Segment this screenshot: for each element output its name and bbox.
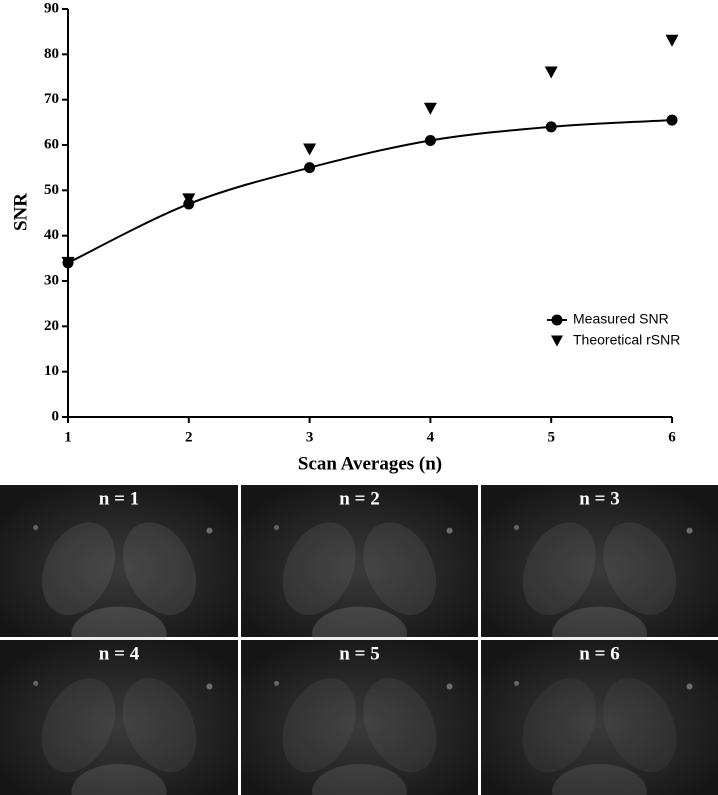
mri-structure [446, 527, 453, 534]
panel-label: n = 4 [99, 643, 140, 664]
y-tick-label: 70 [44, 91, 59, 107]
point [61, 256, 75, 269]
y-tick-label: 60 [44, 136, 59, 152]
point [182, 193, 196, 206]
mri-structure [122, 678, 197, 773]
x-tick-label: 3 [306, 429, 314, 445]
mri-structure [33, 525, 39, 531]
mri-structure [603, 678, 677, 773]
legend-label: Theoretical rSNR [573, 332, 680, 348]
mri-structure [282, 678, 356, 773]
mri-structure [206, 683, 213, 690]
point [544, 66, 558, 79]
mri-structure [41, 678, 116, 773]
y-tick-label: 90 [44, 0, 59, 16]
x-tick-label: 6 [668, 429, 676, 445]
y-tick-label: 20 [44, 318, 59, 334]
mri-structure [33, 680, 39, 686]
image-grid: n = 1 n = 2 n = 3 n = 4 n = 5 n = 6 [0, 485, 718, 795]
y-tick-label: 0 [52, 408, 60, 424]
panel-label: n = 6 [579, 643, 619, 664]
mri-structure [42, 522, 116, 615]
point [424, 134, 436, 146]
mri-structure [514, 525, 520, 531]
point [665, 34, 679, 47]
x-tick-label: 2 [185, 429, 193, 445]
mri-structure [71, 764, 167, 795]
y-axis-label: SNR [10, 193, 31, 231]
mri-image [0, 640, 238, 795]
mri-structure [446, 683, 453, 690]
x-tick-label: 1 [64, 429, 72, 445]
panel-label: n = 5 [339, 643, 379, 664]
mri-structure [522, 522, 596, 615]
mri-image [0, 485, 238, 637]
y-tick-label: 30 [44, 272, 59, 288]
y-tick-label: 50 [44, 182, 59, 198]
y-tick-label: 40 [44, 227, 59, 243]
mri-structure [206, 527, 213, 534]
point [303, 143, 317, 156]
mri-image [241, 640, 478, 795]
mri-structure [363, 678, 437, 773]
mri-structure [312, 764, 407, 795]
mri-structure [603, 522, 677, 615]
point [423, 102, 437, 115]
mri-structure [122, 522, 196, 615]
panel-label: n = 3 [579, 488, 619, 509]
mri-structure [686, 527, 693, 534]
x-tick-label: 5 [547, 429, 555, 445]
mri-structure [363, 522, 437, 615]
y-tick-label: 80 [44, 46, 59, 62]
point [666, 114, 678, 126]
mri-structure [552, 764, 647, 795]
mri-structure [282, 522, 356, 615]
x-axis-label: Scan Averages (n) [298, 453, 442, 474]
point [304, 162, 316, 174]
legend-marker [551, 335, 563, 347]
legend-marker [551, 314, 563, 326]
panel-label: n = 1 [99, 488, 139, 509]
y-tick-label: 10 [44, 363, 59, 379]
mri-structure [686, 683, 693, 690]
point [545, 121, 557, 133]
mri-structure [274, 525, 280, 531]
mri-structure [522, 678, 596, 773]
mri-structure [274, 680, 280, 686]
mri-image [481, 485, 718, 637]
fit-curve [67, 119, 673, 264]
mri-structure [514, 680, 520, 686]
mri-image [241, 485, 478, 637]
panel-label: n = 2 [339, 488, 379, 509]
legend-label: Measured SNR [573, 311, 669, 327]
x-tick-label: 4 [427, 429, 435, 445]
mri-image [481, 640, 718, 795]
